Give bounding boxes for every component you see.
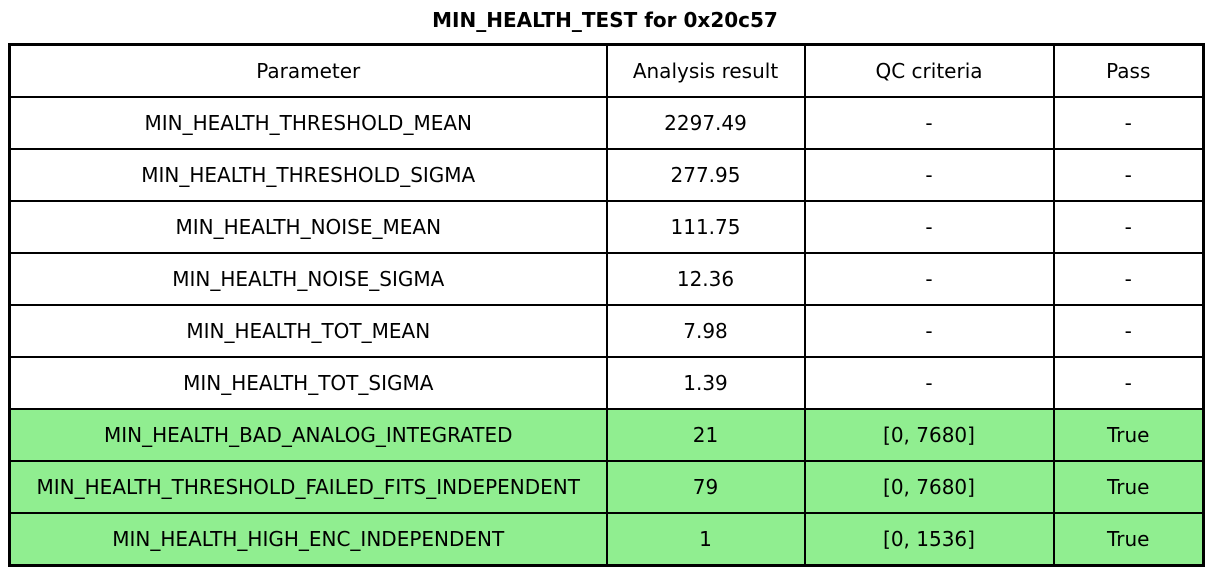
cell-qc-criteria: - [803,96,1055,150]
cell-pass: True [1052,460,1205,514]
cell-parameter: MIN_HEALTH_THRESHOLD_FAILED_FITS_INDEPEN… [8,460,608,514]
table-row: MIN_HEALTH_HIGH_ENC_INDEPENDENT 1 [0, 15… [8,512,1205,567]
table-row: MIN_HEALTH_THRESHOLD_SIGMA 277.95 - - [8,148,1205,202]
chart-title: MIN_HEALTH_TEST for 0x20c57 [432,8,778,32]
cell-analysis-result: 21 [605,408,806,462]
table-row: MIN_HEALTH_NOISE_MEAN 111.75 - - [8,200,1205,254]
header-row: Parameter Analysis result QC criteria Pa… [8,43,1205,98]
cell-pass: - [1052,148,1205,202]
cell-parameter: MIN_HEALTH_THRESHOLD_MEAN [8,96,608,150]
cell-analysis-result: 1.39 [605,356,806,410]
cell-parameter: MIN_HEALTH_TOT_SIGMA [8,356,608,410]
table-row: MIN_HEALTH_THRESHOLD_MEAN 2297.49 - - [8,96,1205,150]
cell-qc-criteria: - [803,200,1055,254]
cell-analysis-result: 1 [605,512,806,567]
cell-parameter: MIN_HEALTH_NOISE_SIGMA [8,252,608,306]
cell-parameter: MIN_HEALTH_THRESHOLD_SIGMA [8,148,608,202]
cell-analysis-result: 7.98 [605,304,806,358]
cell-qc-criteria: [0, 7680] [803,460,1055,514]
cell-pass: - [1052,96,1205,150]
cell-pass: - [1052,252,1205,306]
cell-pass: - [1052,356,1205,410]
column-header-qc-criteria: QC criteria [803,43,1055,98]
cell-analysis-result: 111.75 [605,200,806,254]
column-header-pass: Pass [1052,43,1205,98]
table-row: MIN_HEALTH_TOT_MEAN 7.98 - - [8,304,1205,358]
cell-parameter: MIN_HEALTH_BAD_ANALOG_INTEGRATED [8,408,608,462]
table-row: MIN_HEALTH_THRESHOLD_FAILED_FITS_INDEPEN… [8,460,1205,514]
cell-parameter: MIN_HEALTH_HIGH_ENC_INDEPENDENT [8,512,608,567]
cell-analysis-result: 2297.49 [605,96,806,150]
cell-analysis-result: 12.36 [605,252,806,306]
table-row: MIN_HEALTH_NOISE_SIGMA 12.36 - - [8,252,1205,306]
cell-parameter: MIN_HEALTH_NOISE_MEAN [8,200,608,254]
table-row: MIN_HEALTH_BAD_ANALOG_INTEGRATED 21 [0, … [8,408,1205,462]
cell-qc-criteria: - [803,252,1055,306]
column-header-analysis-result: Analysis result [605,43,806,98]
column-header-parameter: Parameter [8,43,608,98]
table-row: MIN_HEALTH_TOT_SIGMA 1.39 - - [8,356,1205,410]
cell-qc-criteria: - [803,304,1055,358]
cell-pass: True [1052,408,1205,462]
cell-qc-criteria: - [803,148,1055,202]
cell-analysis-result: 277.95 [605,148,806,202]
cell-pass: - [1052,200,1205,254]
cell-pass: - [1052,304,1205,358]
cell-qc-criteria: - [803,356,1055,410]
cell-parameter: MIN_HEALTH_TOT_MEAN [8,304,608,358]
cell-qc-criteria: [0, 1536] [803,512,1055,567]
qc-results-table: Parameter Analysis result QC criteria Pa… [8,43,1205,567]
cell-pass: True [1052,512,1205,567]
cell-analysis-result: 79 [605,460,806,514]
cell-qc-criteria: [0, 7680] [803,408,1055,462]
